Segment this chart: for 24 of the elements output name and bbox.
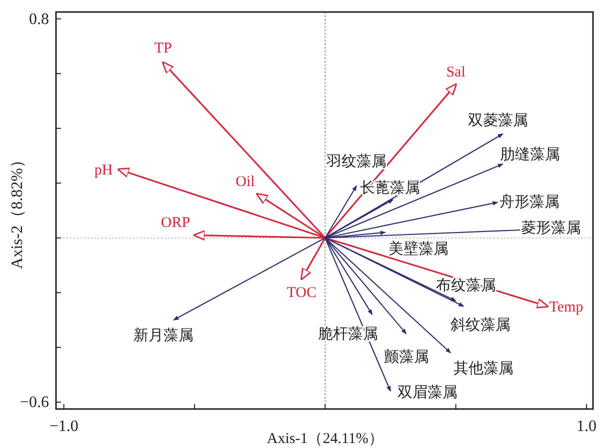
y-axis-title: Axis-2（8.82%） [9,152,26,269]
series-label: 颤藻属 [384,348,430,366]
y-tick-label: 0.8 [29,10,49,28]
series-label: 新月藻属 [134,327,194,344]
series-label: Oil [236,174,255,190]
series-label: Temp [549,299,584,316]
series-label: ORP [160,215,190,232]
series-label: 其他藻属 [454,360,514,377]
series-label: TP [154,40,172,57]
series-label: 双眉藻属 [397,384,458,402]
series-label: 菱形藻属 [520,220,581,237]
series-label: 羽纹藻属 [326,152,387,170]
x-tick-label: 1.0 [576,418,596,435]
series-label: 舟形藻属 [500,193,560,210]
series-label: pH [94,162,113,178]
x-axis-title: Axis-1（24.11%） [266,431,384,447]
y-tick-label: −0.6 [20,394,49,412]
series-label: 肋缝藻属 [500,146,560,163]
x-tick-label: −1.0 [49,418,78,435]
series-label: Sal [446,64,466,81]
series-label: 美壁藻属 [388,240,448,258]
series-label: 双菱藻属 [468,112,528,129]
series-label: 斜纹藻属 [450,316,511,334]
series-label: TOC [286,284,316,301]
